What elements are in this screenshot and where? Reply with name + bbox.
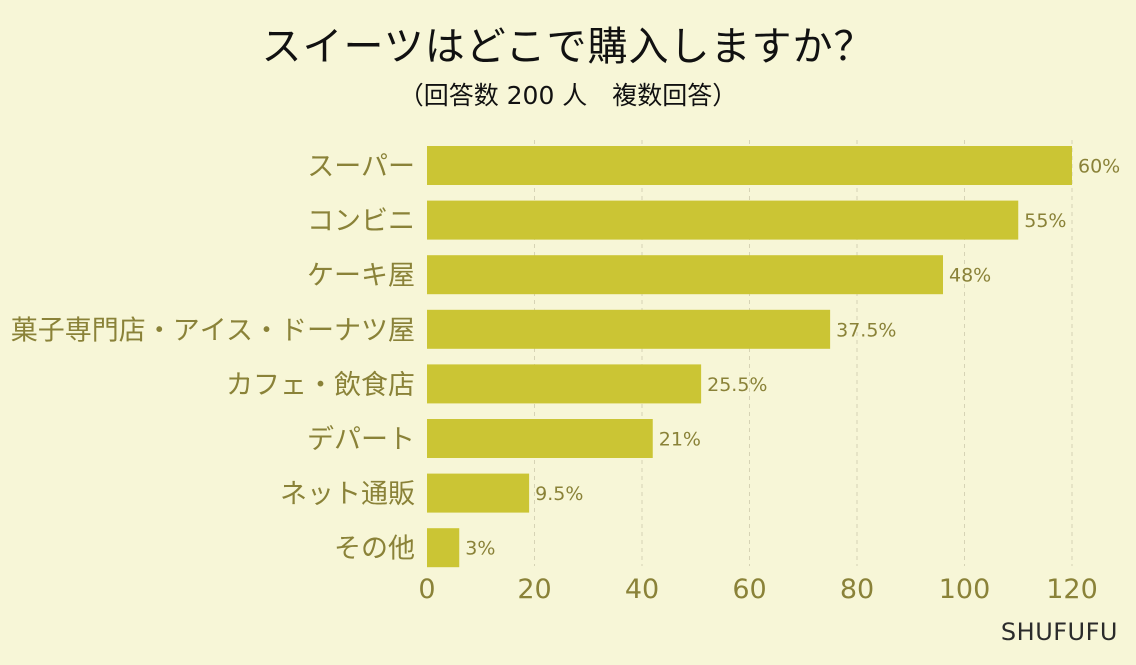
category-label-2: ケーキ屋 bbox=[307, 261, 415, 292]
bar-7 bbox=[427, 528, 460, 568]
value-label-4: 25.5% bbox=[707, 374, 767, 396]
x-tick-label-5: 100 bbox=[939, 574, 991, 605]
category-label-4: カフェ・飲食店 bbox=[226, 370, 415, 401]
category-label-0: スーパー bbox=[307, 152, 415, 183]
x-tick-label-2: 40 bbox=[625, 574, 659, 605]
x-tick-label-4: 80 bbox=[840, 574, 874, 605]
value-label-6: 9.5% bbox=[535, 483, 583, 505]
bar-6 bbox=[427, 473, 530, 513]
value-label-1: 55% bbox=[1024, 210, 1066, 232]
bar-2 bbox=[427, 255, 943, 295]
x-tick-label-6: 120 bbox=[1046, 574, 1098, 605]
bar-0 bbox=[427, 146, 1072, 185]
brand-logo-text: SHUFUFU bbox=[1000, 618, 1118, 646]
value-label-7: 3% bbox=[465, 538, 495, 560]
category-label-3: 菓子専門店・アイス・ドーナツ屋 bbox=[11, 315, 415, 346]
chart-title: スイーツはどこで購入しますか？ bbox=[261, 24, 875, 70]
chart-subtitle: （回答数 200 人 複数回答） bbox=[398, 81, 738, 110]
category-label-6: ネット通販 bbox=[280, 479, 415, 510]
bar-4 bbox=[427, 364, 702, 404]
value-label-2: 48% bbox=[949, 265, 991, 287]
x-tick-label-0: 0 bbox=[418, 574, 435, 605]
x-tick-label-1: 20 bbox=[517, 574, 551, 605]
category-label-1: コンビニ bbox=[307, 206, 415, 237]
bar-5 bbox=[427, 419, 653, 458]
value-label-3: 37.5% bbox=[836, 319, 896, 341]
bar-1 bbox=[427, 200, 1019, 240]
x-tick-label-3: 60 bbox=[732, 574, 766, 605]
value-label-0: 60% bbox=[1078, 156, 1120, 178]
category-label-7: その他 bbox=[334, 534, 415, 565]
value-label-5: 21% bbox=[659, 429, 701, 451]
bar-3 bbox=[427, 309, 831, 349]
category-label-5: デパート bbox=[307, 425, 415, 456]
